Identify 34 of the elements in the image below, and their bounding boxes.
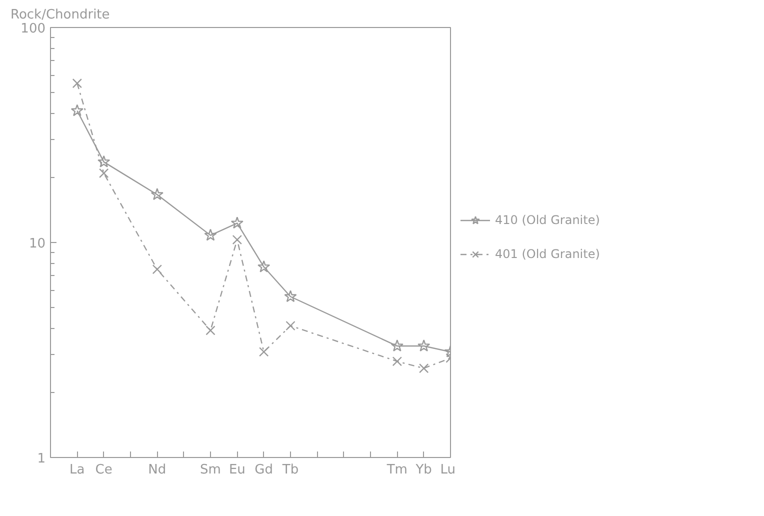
x-tick-label: Nd	[148, 462, 166, 478]
point	[232, 234, 242, 245]
x-tick-label: Tm	[386, 462, 408, 478]
point	[72, 78, 82, 88]
x-tick-label: Yb	[414, 462, 432, 478]
legend-label: 410 (Old Granite)	[495, 213, 600, 227]
point	[98, 155, 110, 168]
point	[418, 339, 430, 352]
point	[152, 264, 162, 274]
point	[390, 339, 404, 352]
x-tick-label: Tb	[281, 462, 299, 478]
x-tick-label: Sm	[200, 462, 221, 478]
x-tick-label: Ce	[95, 462, 112, 478]
x-tick-label: Lu	[440, 462, 456, 478]
point	[150, 188, 164, 200]
x-tick-label: Eu	[228, 462, 246, 478]
point	[286, 320, 296, 331]
x-tick-label: Gd	[254, 462, 273, 478]
point	[230, 216, 244, 229]
point	[98, 168, 109, 178]
point	[418, 363, 429, 374]
y-tick-label: 10	[28, 236, 46, 252]
legend-label: 401 (Old Granite)	[495, 247, 600, 261]
y-tick-label: 1	[37, 452, 46, 466]
y-tick-label: 100	[20, 22, 46, 36]
y-axis-title: Rock/Chondrite	[10, 8, 110, 22]
point	[206, 326, 216, 336]
point	[258, 260, 270, 272]
point	[284, 290, 297, 302]
x-tick-label: La	[70, 462, 85, 478]
point	[204, 228, 217, 241]
point	[70, 104, 84, 116]
point	[392, 356, 402, 366]
point	[258, 347, 269, 357]
